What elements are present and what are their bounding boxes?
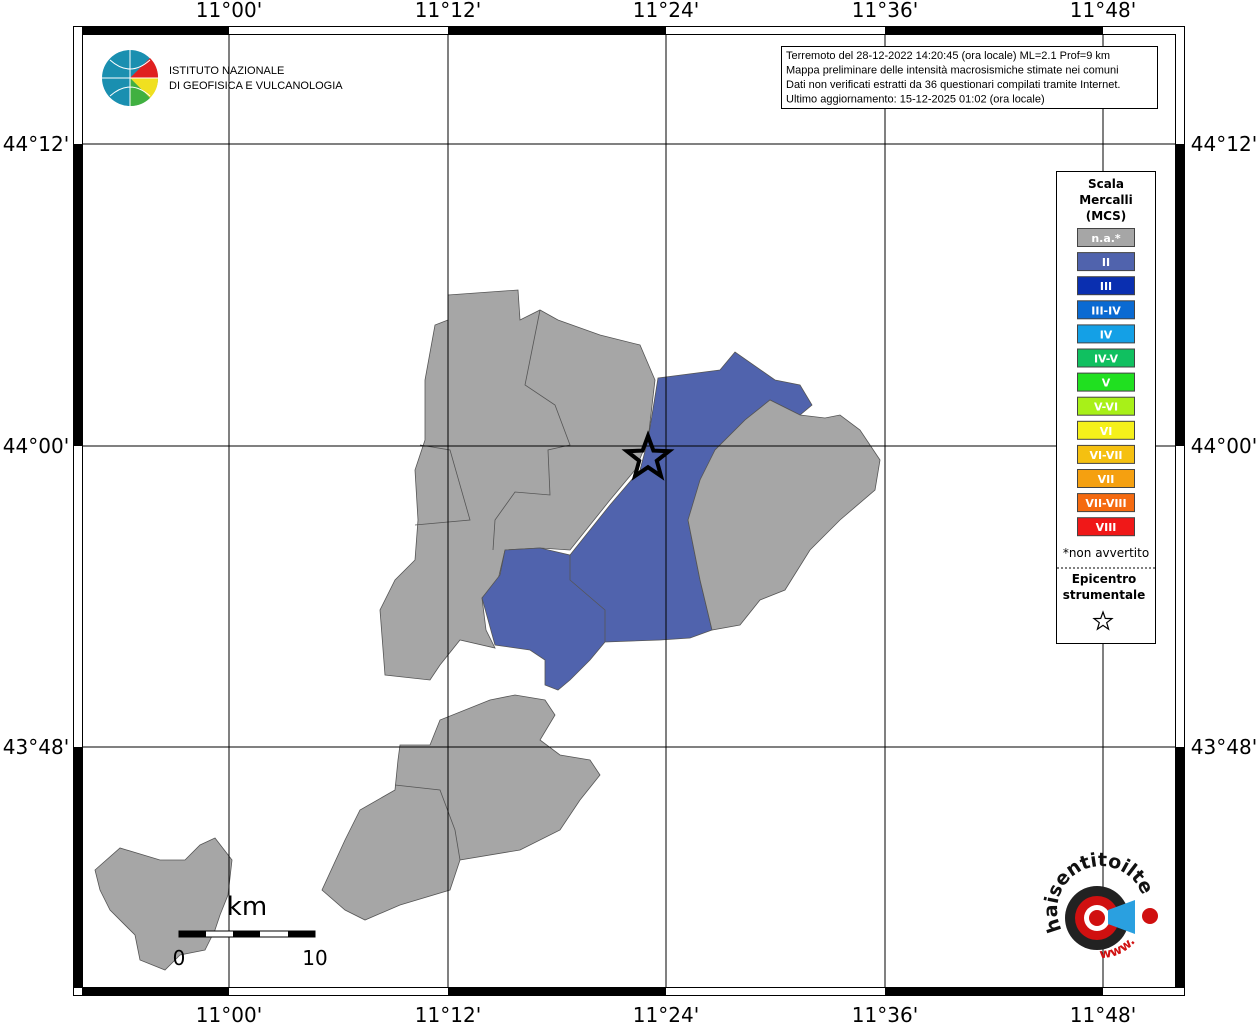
legend-swatch — [1077, 444, 1135, 464]
legend-swatch — [1077, 469, 1135, 488]
scale-label: 0 — [173, 946, 186, 970]
info-text: Terremoto del 28-12-2022 14:20:45 (ora l… — [786, 50, 1120, 106]
lon-label: 11°12' — [415, 1003, 481, 1024]
scale-unit: km — [227, 892, 267, 922]
legend-title: (MCS) — [1086, 209, 1127, 223]
info-box — [781, 46, 1158, 109]
info-line: Dati non verificati estratti da 36 quest… — [786, 79, 1120, 91]
legend-title: Scala — [1088, 177, 1124, 191]
legend-label: VI-VII — [1089, 449, 1122, 462]
legend-label: IV — [1100, 328, 1113, 341]
legend-label: n.a.* — [1091, 232, 1121, 245]
scale-label: 10 — [302, 946, 327, 970]
legend: ScalaMercalli(MCS)n.a.*IIIIIIII-IVIVIV-V… — [1063, 177, 1149, 602]
lat-label: 44°00' — [3, 434, 69, 458]
tick-labels: 11°00' 11°00' 11°12' 11°12' 11°24' 11°24' 11°3… — [3, 0, 1257, 1024]
lon-label: 11°24' — [633, 0, 699, 22]
region-gray-south — [321, 694, 601, 921]
info-line: Terremoto del 28-12-2022 14:20:45 (ora l… — [786, 50, 1110, 62]
lon-label: 11°00' — [196, 0, 262, 22]
lat-label: 43°48' — [3, 735, 69, 759]
lon-label: 11°48' — [1070, 1003, 1136, 1024]
lat-label: 43°48' — [1191, 735, 1257, 759]
legend-swatch — [1077, 493, 1135, 513]
lon-label: 11°36' — [852, 0, 918, 22]
legend-label: III — [1100, 280, 1112, 293]
logo-text: DI GEOFISICA E VULCANOLOGIA — [169, 80, 343, 92]
legend-swatch — [1077, 348, 1135, 368]
legend-label: VII-VIII — [1085, 497, 1126, 510]
frame — [73, 26, 1185, 996]
legend-label: V — [1102, 377, 1111, 390]
legend-title: Mercalli — [1079, 193, 1133, 207]
ingv-logo: ISTITUTO NAZIONALE DI GEOFISICA E VULCAN… — [102, 50, 343, 107]
legend-label: V-VI — [1094, 401, 1118, 414]
legend-swatch — [1077, 396, 1135, 416]
legend-epicenter: strumentale — [1063, 588, 1146, 602]
boundaries — [394, 309, 606, 861]
lon-label: 11°36' — [852, 1003, 918, 1024]
region-gray-north — [379, 289, 656, 681]
legend-swatch — [1077, 372, 1135, 392]
legend-label: VII — [1098, 473, 1115, 486]
legend-epicenter: Epicentro — [1072, 572, 1137, 586]
legend-label: VIII — [1096, 521, 1117, 534]
info-line: Mappa preliminare delle intensità macros… — [786, 65, 1119, 77]
epicenter-star — [621, 430, 675, 481]
logo-text: ISTITUTO NAZIONALE — [169, 65, 284, 77]
region-gray-east — [687, 399, 881, 631]
lat-label: 44°12' — [1191, 132, 1257, 156]
legend-swatch — [1077, 517, 1135, 537]
lat-label: 44°00' — [1191, 434, 1257, 458]
info-line: Ultimo aggiornamento: 15-12-2025 01:02 (… — [786, 94, 1045, 106]
legend-note: *non avvertito — [1063, 546, 1149, 560]
legend-swatch — [1077, 252, 1135, 272]
legend-label: II — [1102, 256, 1110, 269]
legend-swatch — [1077, 300, 1135, 320]
lon-label: 11°48' — [1070, 0, 1136, 22]
legend-swatch — [1077, 420, 1135, 440]
lat-label: 44°12' — [3, 132, 69, 156]
legend-swatch — [1077, 324, 1135, 344]
legend-label: IV-V — [1094, 353, 1119, 366]
legend-swatch — [1077, 228, 1135, 247]
lon-label: 11°24' — [633, 1003, 699, 1024]
legend-label: III-IV — [1091, 304, 1121, 317]
legend-label: VI — [1100, 425, 1113, 438]
lon-label: 11°00' — [196, 1003, 262, 1024]
legend-swatch — [1077, 276, 1135, 296]
scale-bar: km 0 10 — [173, 892, 328, 970]
legend-star — [1092, 610, 1114, 631]
lon-label: 11°12' — [415, 0, 481, 22]
